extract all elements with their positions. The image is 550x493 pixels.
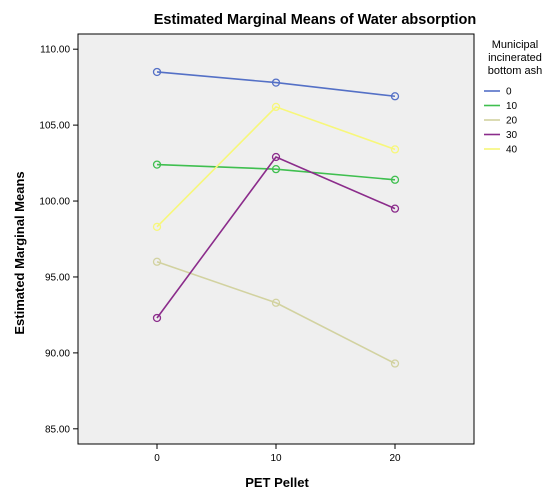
legend-label: 20 [506,116,518,127]
series-line-30 [156,156,396,319]
y-tick-label: 110.00 [40,45,70,56]
data-point [271,164,281,174]
x-tick-label: 0 [154,453,160,464]
data-point [390,204,400,213]
x-tick-label: 20 [389,453,401,464]
series-layer [152,67,400,368]
y-axis: 85.00 90.00 95.00 100.00 105.00 110.00 [39,45,78,435]
series-line-10 [156,163,396,181]
legend-label: 10 [506,101,518,112]
series-line-0 [156,71,396,98]
legend-label: 30 [506,130,518,141]
data-point [152,67,162,77]
data-point [152,222,162,232]
data-point [152,257,162,266]
legend-label: 0 [506,87,512,98]
y-tick-label: 95.00 [45,272,70,283]
legend-title: incinerated [488,52,542,64]
y-tick-label: 85.00 [45,424,70,435]
y-tick-label: 100.00 [39,197,70,208]
data-point [271,102,281,112]
series-line-20 [156,261,396,365]
data-point [152,160,162,169]
y-axis-title: Estimated Marginal Means [12,171,27,334]
legend-title: Municipal [492,39,538,51]
data-point [271,298,281,307]
data-point [271,152,281,162]
data-point [152,313,162,323]
data-point [390,145,400,154]
x-axis-title: PET Pellet [245,475,309,490]
data-point [271,78,281,87]
data-point [390,359,400,368]
y-tick-label: 105.00 [39,121,70,132]
x-axis: 0 10 20 [154,444,401,464]
x-tick-label: 10 [270,453,282,464]
data-point [390,175,400,184]
legend-title: bottom ash [488,65,542,77]
plot-area [77,33,475,445]
legend-label: 40 [506,145,518,156]
y-tick-label: 90.00 [45,348,70,359]
data-point [390,92,400,101]
chart-title: Estimated Marginal Means of Water absorp… [154,12,477,28]
series-line-40 [156,105,396,228]
